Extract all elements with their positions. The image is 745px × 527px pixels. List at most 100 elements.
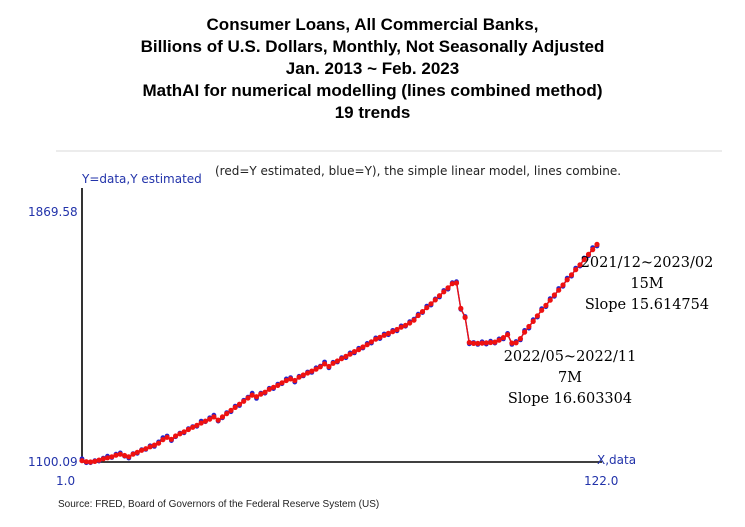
- data-point: [573, 267, 579, 273]
- data-point: [377, 334, 383, 340]
- data-point: [449, 281, 455, 287]
- data-point: [492, 339, 498, 345]
- data-point: [117, 451, 123, 457]
- data-point: [288, 376, 294, 382]
- data-point: [411, 317, 417, 323]
- data-point: [436, 293, 443, 299]
- data-point: [104, 455, 111, 461]
- data-point: [100, 456, 106, 462]
- series-y-estimated: [79, 241, 600, 465]
- data-point: [526, 323, 532, 330]
- data-point: [283, 377, 289, 384]
- x-tick-min: 1.0: [56, 474, 75, 488]
- data-point: [130, 451, 136, 457]
- data-point: [181, 429, 187, 435]
- data-point: [505, 332, 511, 338]
- data-point: [471, 340, 477, 346]
- data-point: [483, 340, 489, 346]
- source-note: Source: FRED, Board of Governors of the …: [58, 499, 380, 510]
- data-point: [79, 458, 85, 464]
- data-point: [313, 366, 319, 372]
- data-point: [168, 436, 174, 442]
- data-point: [458, 305, 464, 311]
- series-layer: [79, 241, 600, 466]
- data-point: [194, 422, 200, 428]
- data-point: [198, 420, 204, 426]
- data-point: [432, 297, 438, 303]
- data-point: [568, 272, 575, 278]
- data-point: [364, 342, 370, 348]
- data-point: [219, 414, 226, 420]
- chart-title: Consumer Loans, All Commercial Banks, Bi…: [0, 14, 745, 124]
- data-point: [343, 353, 349, 359]
- data-point: [113, 452, 119, 458]
- data-point: [530, 318, 536, 324]
- data-point: [390, 329, 396, 335]
- data-point: [594, 241, 600, 247]
- data-point: [139, 447, 145, 453]
- data-point: [83, 459, 89, 465]
- data-point: [126, 454, 132, 460]
- data-point: [356, 347, 362, 353]
- data-point: [560, 282, 566, 288]
- data-point: [351, 349, 357, 355]
- data-point: [228, 407, 234, 413]
- y-tick-min: 1100.09: [28, 455, 78, 469]
- data-point: [534, 313, 541, 319]
- data-point: [522, 329, 528, 335]
- annotation-2-line-3: Slope 16.603304: [508, 391, 632, 407]
- data-point: [424, 305, 430, 311]
- data-point: [407, 320, 413, 326]
- data-point: [334, 358, 340, 364]
- annotation-1: 2021/12~2023/02 15M Slope 15.614754: [581, 255, 714, 313]
- data-point: [317, 364, 323, 370]
- data-point: [590, 247, 596, 253]
- data-point: [211, 414, 217, 420]
- data-point: [326, 363, 332, 370]
- data-point: [428, 301, 434, 307]
- data-point: [258, 391, 264, 397]
- data-point: [232, 404, 238, 410]
- data-point: [177, 431, 183, 437]
- data-point: [500, 335, 506, 341]
- data-point: [360, 344, 366, 350]
- data-point: [266, 386, 272, 392]
- data-point: [96, 457, 102, 463]
- axes: [81, 188, 602, 463]
- data-point: [122, 452, 128, 459]
- x-tick-max: 122.0: [584, 474, 618, 488]
- title-line-3: Jan. 2013 ~ Feb. 2023: [285, 59, 460, 78]
- data-point: [296, 374, 302, 380]
- data-point: [339, 356, 345, 362]
- data-point: [190, 424, 196, 430]
- data-point: [249, 392, 255, 398]
- data-point: [385, 330, 391, 336]
- data-point: [453, 280, 460, 286]
- data-point: [134, 449, 140, 455]
- title-line-4: MathAI for numerical modelling (lines co…: [142, 81, 603, 100]
- data-point: [496, 337, 502, 343]
- data-point: [270, 384, 277, 390]
- data-point: [373, 336, 379, 342]
- data-point: [445, 285, 451, 291]
- annotation-2: 2022/05~2022/11 7M Slope 16.603304: [504, 349, 637, 407]
- data-point: [462, 314, 468, 321]
- data-point: [215, 417, 221, 423]
- data-point: [577, 262, 583, 268]
- title-line-1: Consumer Loans, All Commercial Banks,: [206, 15, 539, 34]
- title-line-2: Billions of U.S. Dollars, Monthly, Not S…: [140, 37, 605, 56]
- data-point: [151, 442, 157, 448]
- data-point: [543, 302, 549, 308]
- annotation-1-line-2: 15M: [630, 276, 663, 292]
- data-point: [394, 326, 400, 333]
- annotation-1-line-1: 2021/12~2023/02: [581, 255, 714, 271]
- x-axis-label: X,data: [597, 453, 636, 467]
- annotation-2-line-2: 7M: [558, 370, 582, 386]
- data-point: [241, 398, 247, 404]
- data-point: [160, 437, 166, 443]
- data-point: [564, 277, 570, 283]
- data-point: [147, 444, 153, 450]
- data-point: [441, 289, 447, 295]
- data-point: [488, 339, 494, 346]
- data-point: [305, 370, 311, 376]
